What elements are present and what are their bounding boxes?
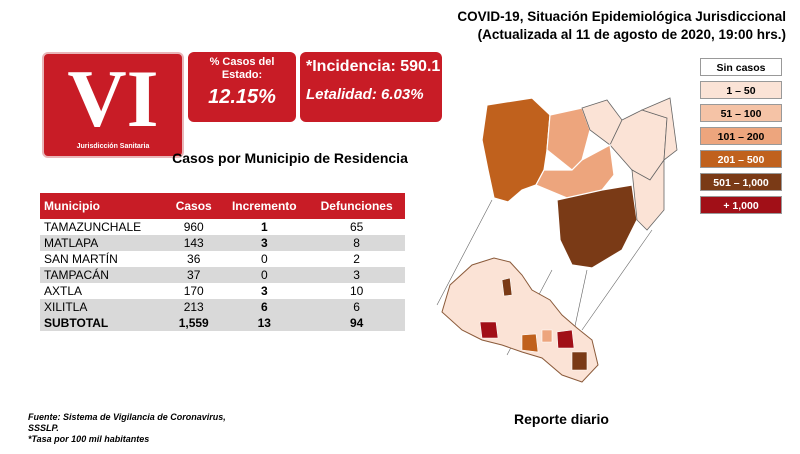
lethality-value: Letalidad: 6.03%: [306, 86, 424, 103]
cell-municipio: TAMPACÁN: [40, 267, 168, 283]
map-legend: Sin casos 1 – 50 51 – 100 101 – 200 201 …: [700, 58, 782, 219]
legend-item-3: 101 – 200: [700, 127, 782, 145]
col-header-casos: Casos: [167, 193, 221, 219]
municipality-east: [631, 158, 665, 231]
col-header-municipio: Municipio: [40, 193, 168, 219]
cell-casos: 37: [167, 267, 221, 283]
col-header-defunciones: Defunciones: [308, 193, 405, 219]
title-line-1: COVID-19, Situación Epidemiológica Juris…: [457, 9, 786, 24]
table-subtitle: Casos por Municipio de Residencia: [172, 150, 408, 166]
table-row: XILITLA 213 6 6: [40, 299, 405, 315]
report-label: Reporte diario: [514, 411, 609, 427]
logo-numeral: VI: [67, 53, 159, 144]
cell-municipio: SAN MARTÍN: [44, 252, 118, 266]
footnote-line-3: *Tasa por 100 mil habitantes: [28, 434, 150, 444]
footnote-line-1: Fuente: Sistema de Vigilancia de Coronav…: [28, 412, 226, 422]
cell-casos: 143: [167, 235, 221, 251]
table-row: TAMPACÁN 37 0 3: [40, 267, 405, 283]
table-row: AXTLA 170 3 10: [40, 283, 405, 299]
table-row: SAN MARTÍN 36 0 2: [40, 251, 405, 267]
cell-defunciones: 10: [349, 284, 364, 298]
state-outline-map: [441, 257, 599, 383]
map-district-highlight: [501, 277, 513, 297]
cell-casos: 36: [187, 252, 201, 266]
legend-item-1: 1 – 50: [700, 81, 782, 99]
footnote-line-2: SSSLP.: [28, 423, 59, 433]
incidence-value: *Incidencia: 590.1: [306, 58, 441, 75]
cell-subtotal-incremento: 13: [220, 315, 309, 331]
legend-item-0: Sin casos: [700, 58, 782, 76]
table-header-row: Municipio Casos Incremento Defunciones: [40, 193, 405, 219]
cell-defunciones: 3: [308, 267, 405, 283]
cell-casos: 170: [183, 284, 204, 298]
state-percent-box: % Casos del Estado: 12.15%: [188, 52, 296, 122]
jurisdiction-logo: VI Jurisdicción Sanitaria: [42, 52, 184, 158]
source-footnote: Fuente: Sistema de Vigilancia de Coronav…: [28, 412, 226, 445]
col-header-incremento: Incremento: [220, 193, 309, 219]
legend-item-2: 51 – 100: [700, 104, 782, 122]
cell-municipio: TAMAZUNCHALE: [44, 220, 142, 234]
cell-municipio: XILITLA: [40, 299, 168, 315]
map-district-highlight: [571, 351, 588, 371]
municipality-tamazunchale: [556, 184, 638, 269]
legend-item-4: 201 – 500: [700, 150, 782, 168]
cell-municipio: AXTLA: [44, 284, 83, 298]
cell-incremento: 3: [220, 235, 309, 251]
table-row: MATLAPA 143 3 8: [40, 235, 405, 251]
cell-incremento: 6: [220, 299, 309, 315]
cell-subtotal-label: SUBTOTAL: [40, 315, 168, 331]
map-district-highlight: [479, 321, 499, 339]
jurisdiction-map: [436, 97, 678, 383]
cell-defunciones: 2: [353, 252, 360, 266]
map-connector-line: [436, 199, 493, 306]
legend-item-5: 501 – 1,000: [700, 173, 782, 191]
map-district-highlight: [521, 333, 539, 353]
municipality-coxcatlan: [640, 97, 678, 161]
map-connector-line: [581, 229, 653, 331]
cell-subtotal-defunciones: 94: [308, 315, 405, 331]
cell-incremento: 0: [260, 252, 268, 266]
cases-table: Municipio Casos Incremento Defunciones T…: [40, 193, 405, 331]
page-title: COVID-19, Situación Epidemiológica Juris…: [406, 8, 786, 44]
subtotal-row: SUBTOTAL 1,559 13 94: [40, 315, 405, 331]
cell-defunciones: 6: [308, 299, 405, 315]
cell-defunciones: 65: [349, 220, 364, 234]
municipality-xilitla: [481, 97, 551, 203]
cell-subtotal-casos: 1,559: [167, 315, 221, 331]
state-percent-label: % Casos del Estado:: [209, 56, 275, 81]
cell-defunciones: 8: [308, 235, 405, 251]
legend-item-6: + 1,000: [700, 196, 782, 214]
cell-casos: 213: [167, 299, 221, 315]
municipality-matlapa: [535, 144, 615, 201]
incidence-box: *Incidencia: 590.1 Letalidad: 6.03%: [300, 52, 442, 122]
table-row: TAMAZUNCHALE 960 1 65: [40, 219, 405, 235]
title-line-2: (Actualizada al 11 de agosto de 2020, 19…: [477, 27, 786, 42]
cell-municipio: MATLAPA: [40, 235, 168, 251]
cell-casos: 960: [183, 220, 204, 234]
map-district-highlight: [541, 329, 553, 343]
state-percent-value: 12.15%: [208, 86, 276, 108]
cell-incremento: 0: [220, 267, 309, 283]
map-district-highlight: [556, 329, 575, 349]
cell-incremento: 1: [260, 220, 268, 234]
logo-caption: Jurisdicción Sanitaria: [76, 143, 150, 150]
cell-incremento: 3: [260, 284, 268, 298]
